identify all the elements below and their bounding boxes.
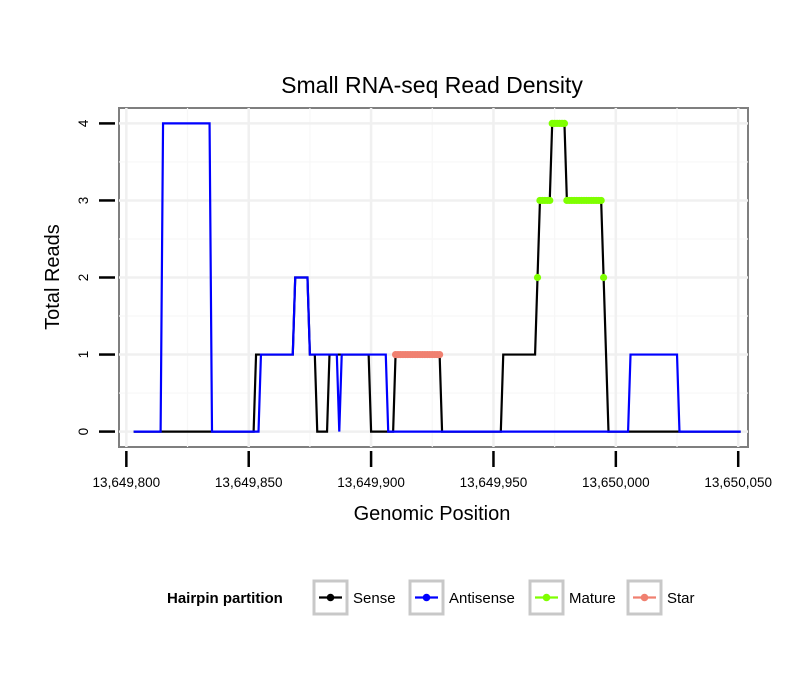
legend-label: Sense [353,590,396,607]
x-axis-title: Genomic Position [354,503,511,525]
series-line-antisense [133,122,741,433]
legend: Hairpin partition Sense Antisense Mature St… [167,579,695,616]
legend-item-antisense: Antisense [408,579,515,616]
data-point-mature [600,273,608,282]
y-tick-label: 2 [76,274,91,282]
x-tick-label: 13,649,900 [337,475,405,490]
data-point-mature [560,119,569,128]
legend-title: Hairpin partition [167,590,283,607]
x-tick-label: 13,650,050 [704,475,772,490]
legend-label: Star [667,590,695,607]
data-point-star [436,350,444,359]
data-point-mature [597,196,605,205]
legend-item-sense: Sense [312,579,396,616]
legend-label: Antisense [449,590,515,607]
y-tick-label: 0 [76,428,91,436]
data-point-mature [533,273,542,282]
legend-key-point [542,593,551,602]
y-tick-label: 3 [76,197,91,205]
legend-label: Mature [569,590,616,607]
y-tick-label: 1 [76,351,91,359]
chart-title: Small RNA-seq Read Density [281,72,583,98]
x-tick-label: 13,649,950 [460,475,528,490]
legend-item-mature: Mature [528,579,616,616]
y-axis-title: Total Reads [42,224,64,330]
y-axis: 0 1 2 3 4 [76,119,115,435]
x-tick-label: 13,650,000 [582,475,650,490]
legend-item-star: Star [626,579,695,616]
data-point-mature [546,196,554,205]
legend-key-point [422,593,431,602]
legend-key-point [326,593,335,602]
series-points [391,119,608,359]
y-tick-label: 4 [76,119,91,127]
x-tick-label: 13,649,800 [93,475,161,490]
x-tick-label: 13,649,850 [215,475,283,490]
legend-key-point [640,593,649,602]
x-axis: 13,649,800 13,649,850 13,649,900 13,649,950… [93,451,772,490]
